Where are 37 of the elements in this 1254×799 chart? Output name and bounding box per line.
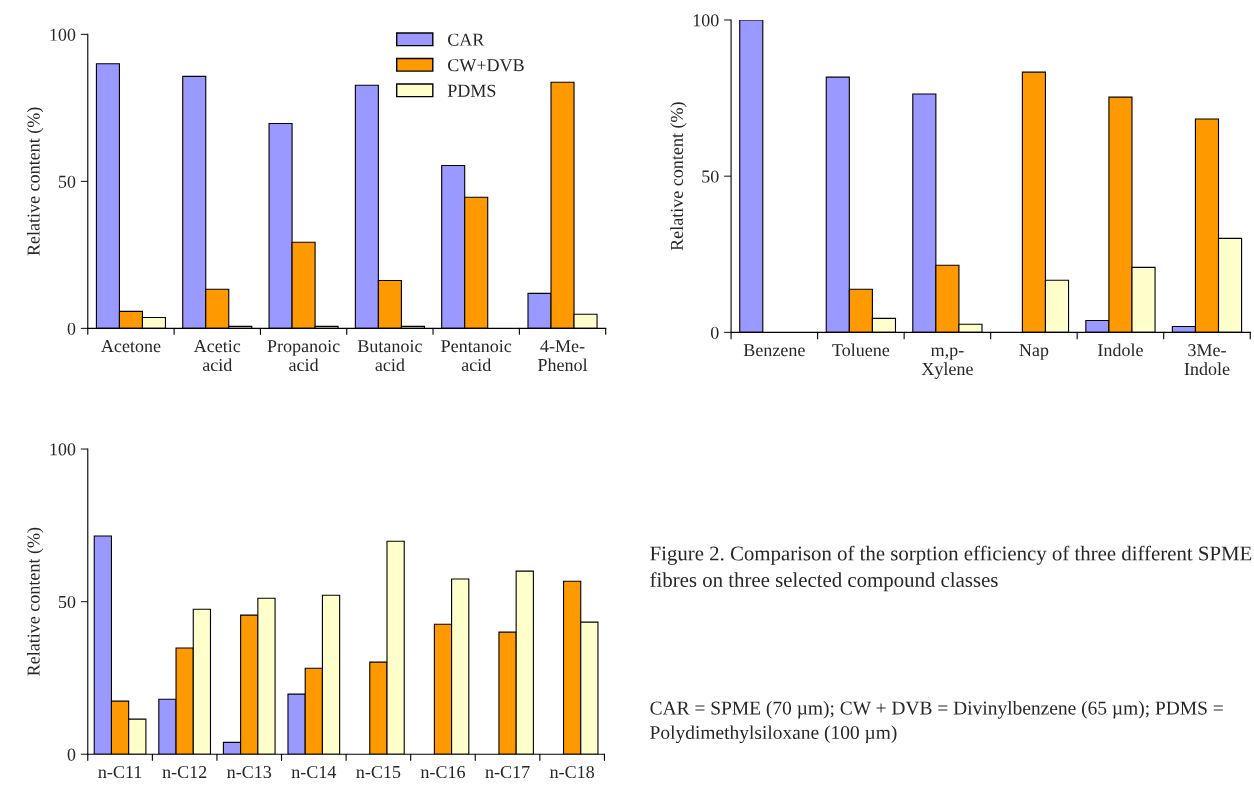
x-tick-label: Butanoic acid (357, 340, 422, 372)
y-tick-label: 100 (50, 28, 76, 41)
x-tick-label: 3Me- Indole (1184, 344, 1230, 376)
x-tick-label: Benzene (743, 344, 805, 357)
x-tick-label: Indole (1098, 343, 1143, 357)
x-tick-label: Toluene (832, 343, 890, 357)
y-tick-label: 100 (693, 14, 719, 27)
y-axis-title: Relative content (%) (26, 107, 44, 256)
x-tick-label: n-C11 (98, 765, 142, 779)
x-tick-label: n-C13 (227, 765, 272, 779)
x-tick-label: Nap (1019, 344, 1049, 360)
legend-label: CW+DVB (447, 59, 524, 72)
x-tick-label: Acetic acid (193, 340, 241, 372)
y-tick-label: 50 (58, 595, 76, 609)
y-axis-title: Relative content (%) (26, 527, 44, 676)
x-tick-label: n-C14 (291, 765, 337, 779)
x-tick-label: Propanoic acid (267, 340, 340, 372)
legend-label: PDMS (447, 84, 496, 97)
x-tick-label: Pentanoic acid (441, 340, 512, 372)
x-tick-label: m,p- Xylene (921, 347, 973, 379)
y-tick-label: 0 (67, 322, 76, 335)
x-tick-label: n-C12 (162, 765, 207, 779)
x-tick-label: n-C15 (356, 765, 401, 779)
y-tick-label: 50 (702, 170, 719, 183)
legend-label: CAR (447, 33, 485, 46)
y-tick-label: 0 (710, 326, 719, 339)
y-tick-label: 50 (58, 175, 76, 188)
y-tick-label: 0 (67, 748, 76, 761)
x-tick-label: Acetone (101, 340, 161, 353)
y-axis-title: Relative content (%) (670, 102, 687, 251)
caption: Figure 2. Comparison of the sorption efficiency of three different SPME fibres on three selected compound classes (650, 545, 1252, 592)
x-tick-label: 4-Me- Phenol (537, 340, 588, 372)
y-tick-label: 100 (50, 443, 76, 456)
x-tick-label: n-C16 (420, 765, 466, 779)
x-tick-label: n-C17 (485, 765, 530, 779)
x-tick-label: n-C18 (549, 765, 595, 779)
text: CAR = SPME (70 µm); CW + DVB = Divinylbenzene (65 µm); PDMS = Polydimethylsiloxane (100 µm) (650, 700, 1223, 744)
